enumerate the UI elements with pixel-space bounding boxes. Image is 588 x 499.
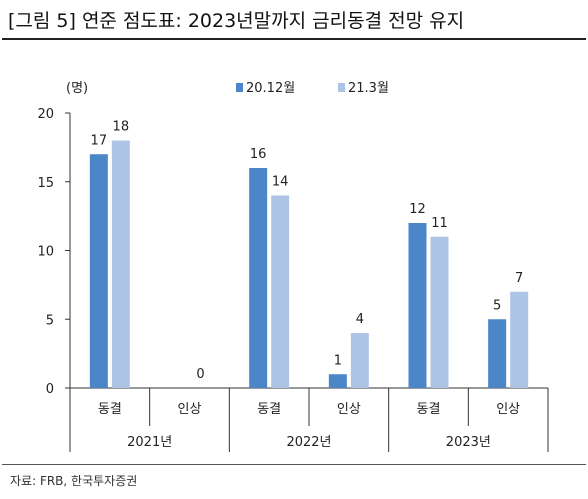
data-label: 14: [272, 175, 289, 190]
data-label: 12: [409, 202, 426, 217]
bar-series2: [111, 140, 130, 388]
y-tick-label: 20: [37, 107, 54, 122]
legend-label: 20.12월: [246, 81, 295, 96]
y-tick-label: 10: [37, 245, 54, 260]
legend-swatch: [338, 83, 345, 92]
legend-swatch: [236, 83, 243, 92]
x-tick-label: 동결: [98, 402, 122, 417]
bar-series2: [350, 333, 369, 388]
data-label: 4: [356, 312, 364, 327]
x-tick-label: 동결: [257, 402, 281, 417]
data-label: 5: [493, 298, 501, 313]
data-label: 17: [91, 133, 108, 148]
data-label: 7: [515, 271, 523, 286]
bar-series1: [488, 319, 507, 388]
data-label: 1: [334, 353, 342, 368]
legend-label: 21.3월: [348, 81, 389, 96]
y-tick-label: 5: [46, 313, 54, 328]
footer-divider: [2, 464, 586, 465]
y-tick-label: 0: [46, 382, 54, 397]
data-label: 16: [250, 147, 267, 162]
data-label: 18: [113, 120, 130, 135]
x-tick-label: 인상: [178, 402, 202, 417]
group-label: 2021년: [127, 435, 172, 450]
bar-series2: [510, 291, 529, 388]
data-label: 11: [431, 216, 448, 231]
bar-series2: [430, 236, 449, 388]
bar-series2: [271, 195, 290, 388]
x-tick-label: 동결: [417, 402, 441, 417]
data-label: 0: [196, 367, 204, 382]
bar-series1: [249, 168, 268, 388]
group-label: 2022년: [286, 435, 331, 450]
source-note: 자료: FRB, 한국투자증권: [10, 474, 138, 488]
group-label: 2023년: [446, 435, 491, 450]
x-tick-label: 인상: [496, 402, 520, 417]
bar-series1: [89, 154, 108, 388]
title-divider: [2, 38, 586, 40]
y-axis-label: (명): [66, 81, 88, 96]
x-tick-label: 인상: [337, 402, 361, 417]
bar-series1: [328, 374, 347, 388]
bar-series1: [408, 223, 427, 388]
chart-title: [그림 5] 연준 점도표: 2023년말까지 금리동결 전망 유지: [8, 10, 465, 32]
y-tick-label: 15: [37, 176, 54, 191]
